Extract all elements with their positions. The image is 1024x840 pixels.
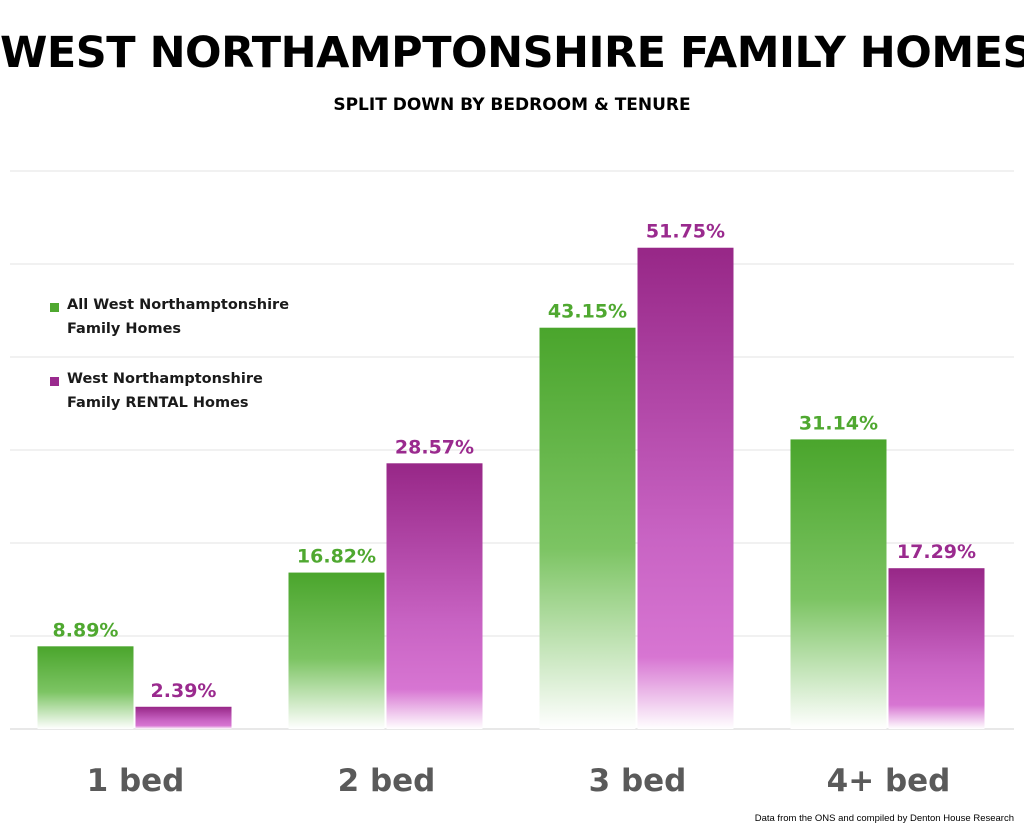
data-label-all-homes-4: 31.14% xyxy=(799,412,878,434)
category-label-3: 3 bed xyxy=(589,763,687,799)
bar-rental-homes-4 xyxy=(888,568,985,729)
bar-all-homes-2 xyxy=(288,572,385,729)
bar-all-homes-3 xyxy=(539,327,636,729)
legend-swatch-purple xyxy=(50,377,59,386)
legend-label-all-homes: All West Northamptonshire Family Homes xyxy=(67,297,290,337)
category-label-4: 4+ bed xyxy=(827,763,951,799)
data-label-all-homes-3: 43.15% xyxy=(548,301,627,323)
bar-all-homes-4 xyxy=(790,439,887,729)
legend-item-all-homes: All West Northamptonshire Family Homes xyxy=(50,297,307,341)
legend-label-rental-homes: West Northamptonshire Family RENTAL Home… xyxy=(67,371,263,411)
bar-rental-homes-3 xyxy=(637,247,734,729)
bar-rental-homes-2 xyxy=(386,463,483,729)
category-label-1: 1 bed xyxy=(87,763,185,799)
data-label-rental-homes-2: 28.57% xyxy=(395,436,474,458)
data-label-rental-homes-4: 17.29% xyxy=(897,541,976,563)
data-label-rental-homes-3: 51.75% xyxy=(646,221,725,243)
legend-rental: West Northamptonshire Family RENTAL Home… xyxy=(50,371,307,415)
legend-swatch-green xyxy=(50,303,59,312)
chart-subtitle: SPLIT DOWN BY BEDROOM & TENURE xyxy=(333,95,691,115)
bar-rental-homes-1 xyxy=(135,706,232,729)
data-label-all-homes-2: 16.82% xyxy=(297,546,376,568)
legend: All West Northamptonshire Family Homes xyxy=(50,297,307,341)
category-label-2: 2 bed xyxy=(338,763,436,799)
bar-all-homes-1 xyxy=(37,646,134,729)
data-label-all-homes-1: 8.89% xyxy=(53,619,119,641)
legend-item-rental-homes: West Northamptonshire Family RENTAL Home… xyxy=(50,371,307,415)
chart-title: WEST NORTHAMPTONSHIRE FAMILY HOMES xyxy=(0,28,1024,78)
source-footnote: Data from the ONS and compiled by Denton… xyxy=(754,813,1014,824)
data-label-rental-homes-1: 2.39% xyxy=(151,680,217,702)
